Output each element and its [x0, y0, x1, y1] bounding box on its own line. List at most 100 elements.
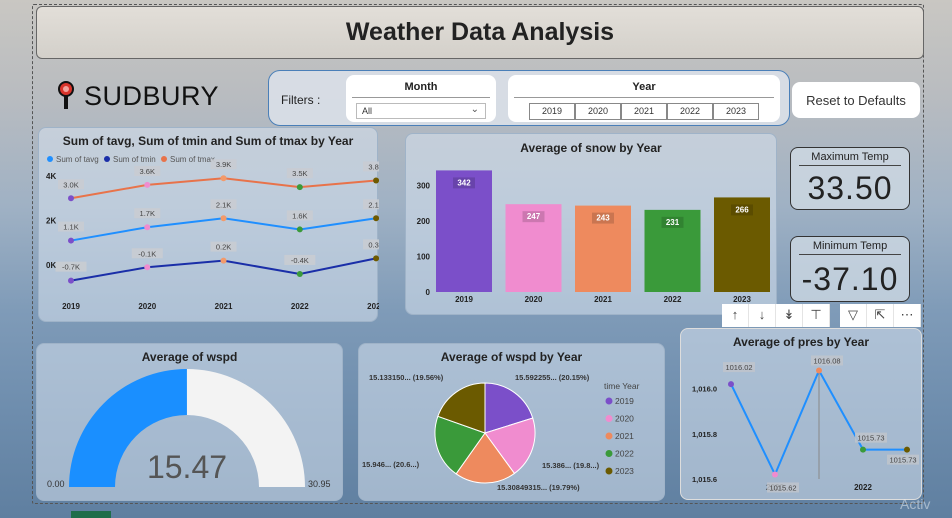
pie-slice-2023: [437, 382, 486, 434]
double-arrow-down-icon[interactable]: ↡: [776, 304, 803, 327]
point-2-2: [220, 175, 227, 182]
pie-label-2020: 15.386... (19.8...): [542, 461, 600, 470]
x-tick-2023: 2023: [733, 295, 751, 304]
pie-legend-label-2020: 2020: [615, 414, 634, 424]
legend-label-1: Sum of tmin: [113, 155, 156, 164]
point-0-2: [220, 215, 227, 222]
year-button-2023[interactable]: 2023: [713, 103, 759, 120]
focus-mode-icon[interactable]: ⇱: [867, 304, 894, 327]
data-label-1-4: 0.3K: [368, 240, 379, 249]
label-bg-0-1: [134, 208, 161, 219]
month-dropdown[interactable]: All ⌄: [356, 103, 486, 119]
thermometer-icon: [58, 81, 74, 109]
pres-label-bg-4: [887, 454, 919, 465]
dashboard-frame: [32, 4, 924, 504]
x-tick-2019: 2019: [455, 295, 473, 304]
gauge-max-label: 30.95: [308, 479, 331, 489]
min-temp-value: -37.10: [801, 261, 899, 297]
snow-chart-title: Average of snow by Year: [520, 141, 662, 155]
pres-y-tick-0: 1,016.0: [692, 385, 717, 394]
point-1-4: [373, 255, 379, 262]
year-button-2020[interactable]: 2020: [575, 103, 621, 120]
pres-x-tick-2022: 2022: [854, 483, 872, 492]
gauge-min-label: 0.00: [47, 479, 65, 489]
arrow-up-icon[interactable]: ↑: [722, 304, 749, 327]
series-line-0: [70, 217, 377, 242]
data-label-0-4: 2.1K: [368, 200, 379, 209]
point-0-4: [373, 215, 379, 222]
label-bg-2-4: [363, 161, 379, 172]
bar-2021: [575, 205, 631, 292]
pie-legend-dot-2020: [605, 415, 613, 422]
x-tick-2019: 2019: [62, 302, 80, 311]
data-label-0-1: 1.7K: [140, 209, 155, 218]
pres-y-tick-1: 1,015.8: [692, 430, 717, 439]
temperature-chart-title: Sum of tavg, Sum of tmin and Sum of tmax…: [62, 134, 354, 148]
wspd-gauge-card[interactable]: Average of wspd 15.47 0.00 30.95: [36, 343, 343, 501]
series-line-2: [70, 177, 377, 200]
pres-label-bg-1: [767, 482, 799, 493]
wspd-pie-chart-card[interactable]: Average of wspd by Year 15.592255... (20…: [358, 343, 665, 501]
snow-bar-chart-card[interactable]: Average of snow by Year 0 100 200 300 342 201…: [405, 133, 777, 315]
city-name: SUDBURY: [84, 80, 220, 111]
y-tick-300: 300: [417, 181, 431, 190]
label-bg-2-3: [286, 168, 313, 179]
filter-icon[interactable]: ▽: [840, 304, 867, 327]
label-bg-0-4: [363, 199, 379, 210]
year-button-2019[interactable]: 2019: [529, 103, 575, 120]
pres-label-4: 1015.73: [889, 456, 916, 465]
pres-label-bg-0: [723, 362, 755, 373]
month-dropdown-value: All: [362, 106, 373, 116]
min-temp-label: Minimum Temp: [799, 237, 901, 255]
arrow-down-icon[interactable]: ↓: [749, 304, 776, 327]
more-options-icon[interactable]: ⋯: [894, 304, 921, 327]
data-label-0-3: 1.6K: [292, 211, 307, 220]
data-label-2-2: 3.9K: [216, 160, 231, 169]
bar-2020: [505, 204, 562, 292]
activation-watermark: Activ: [900, 496, 931, 512]
pie-slice-2020: [484, 417, 536, 475]
label-bg-1-2: [210, 241, 237, 252]
legend-label-0: Sum of tavg: [56, 155, 99, 164]
label-bg-2-1: [134, 165, 161, 176]
title-banner: Weather Data Analysis: [36, 6, 924, 59]
pie-legend-label-2022: 2022: [615, 449, 634, 459]
gauge-value-arc: [69, 369, 187, 487]
pres-point-4: [904, 446, 910, 453]
year-button-2021[interactable]: 2021: [621, 103, 667, 120]
label-bg-2-2: [210, 159, 237, 170]
data-label-1-2: 0.2K: [216, 243, 231, 252]
label-bg-1-3: [284, 254, 316, 265]
legend-label-2: Sum of tmax: [170, 155, 215, 164]
pres-line-chart-card[interactable]: Average of pres by Year 1,016.0 1,015.8 1,…: [680, 328, 922, 500]
pres-point-3: [860, 446, 866, 453]
point-0-3: [296, 226, 303, 233]
pres-point-2: [816, 367, 822, 374]
reset-defaults-button[interactable]: Reset to Defaults: [792, 82, 920, 118]
bar-label-bg-2: [592, 212, 614, 224]
pie-slice-2019: [484, 382, 534, 434]
bar-label-2020: 247: [527, 212, 541, 221]
y-tick-100: 100: [417, 252, 431, 261]
pie-slice-2021: [455, 432, 516, 484]
label-bg-1-4: [363, 239, 379, 250]
bar-label-bg-4: [731, 204, 753, 216]
pie-label-2022: 15.946... (20.6...): [362, 460, 420, 469]
wspd-gauge: 15.47 0.00 30.95: [47, 369, 331, 489]
label-bg-2-0: [58, 179, 84, 190]
point-0-1: [144, 224, 151, 231]
month-slicer: Month All ⌄: [346, 75, 496, 122]
pres-chart-title: Average of pres by Year: [732, 335, 870, 349]
temperature-line-chart-card[interactable]: Sum of tavg, Sum of tmin and Sum of tmax…: [38, 127, 379, 322]
point-1-0: [68, 277, 74, 284]
year-button-2022[interactable]: 2022: [667, 103, 713, 120]
x-tick-2022: 2022: [291, 302, 309, 311]
gauge-remaining-arc: [186, 369, 305, 487]
bar-label-bg-1: [522, 211, 545, 223]
data-label-1-1: -0.1K: [138, 249, 156, 258]
point-2-0: [68, 195, 74, 202]
x-tick-2023: 2023: [367, 302, 379, 311]
expand-hierarchy-icon[interactable]: ⊤: [803, 304, 830, 327]
bar-label-bg-0: [453, 177, 475, 189]
wspd-gauge-title: Average of wspd: [141, 350, 238, 364]
